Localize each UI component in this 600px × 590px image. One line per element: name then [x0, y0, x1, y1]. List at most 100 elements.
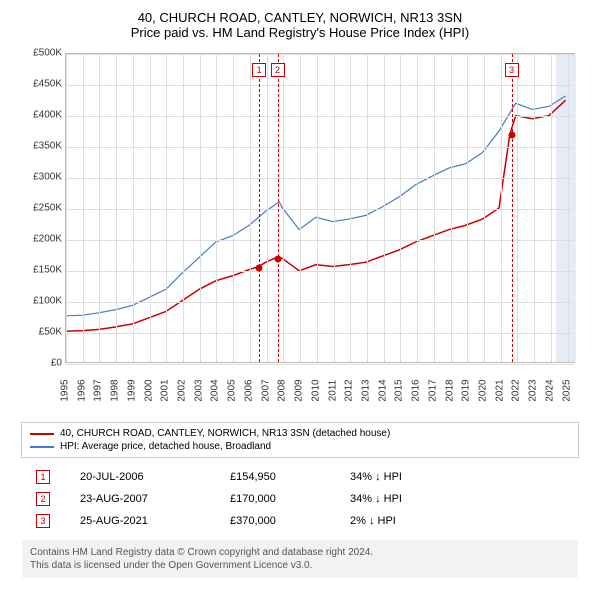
- x-axis-label: 2011: [327, 380, 338, 402]
- legend-item: HPI: Average price, detached house, Broa…: [30, 440, 570, 453]
- x-axis-label: 2008: [277, 379, 288, 401]
- gridline-v: [551, 54, 552, 362]
- gridline-v: [501, 54, 502, 362]
- x-axis-label: 2003: [193, 379, 204, 401]
- gridline-v: [434, 54, 435, 362]
- x-axis-label: 2020: [478, 379, 489, 401]
- x-axis-label: 1997: [93, 379, 104, 401]
- sale-date: 23-AUG-2007: [80, 493, 230, 505]
- gridline-v: [200, 54, 201, 362]
- gridline-v: [250, 54, 251, 362]
- gridline-v: [568, 54, 569, 362]
- attribution-footer: Contains HM Land Registry data © Crown c…: [22, 540, 578, 578]
- x-axis-label: 2021: [494, 379, 505, 401]
- gridline-v: [116, 54, 117, 362]
- sale-hpi-diff: 34% ↓ HPI: [350, 493, 450, 505]
- sale-marker-dot: [508, 131, 515, 138]
- x-axis-label: 2017: [427, 379, 438, 401]
- chart-title: 40, CHURCH ROAD, CANTLEY, NORWICH, NR13 …: [10, 10, 590, 25]
- x-axis-label: 2001: [160, 379, 171, 401]
- gridline-v: [267, 54, 268, 362]
- chart-container: £0£50K£100K£150K£200K£250K£300K£350K£400…: [20, 48, 580, 418]
- x-axis-label: 2002: [177, 379, 188, 401]
- gridline-v: [451, 54, 452, 362]
- gridline-v: [367, 54, 368, 362]
- y-axis-label: £0: [20, 358, 62, 369]
- gridline-v: [317, 54, 318, 362]
- x-axis-label: 2009: [294, 379, 305, 401]
- chart-svg: [66, 54, 574, 362]
- sale-marker-dot: [274, 255, 281, 262]
- gridline-v: [283, 54, 284, 362]
- sale-marker-badge: 1: [252, 63, 266, 77]
- y-axis-label: £150K: [20, 265, 62, 276]
- x-axis-label: 2019: [461, 379, 472, 401]
- gridline-h: [66, 364, 574, 365]
- x-axis-label: 2004: [210, 379, 221, 401]
- gridline-v: [400, 54, 401, 362]
- chart-titles: 40, CHURCH ROAD, CANTLEY, NORWICH, NR13 …: [10, 10, 590, 40]
- x-axis-label: 2016: [411, 379, 422, 401]
- gridline-h: [66, 302, 574, 303]
- gridline-h: [66, 333, 574, 334]
- sale-row-badge: 2: [36, 492, 50, 506]
- sale-hpi-diff: 34% ↓ HPI: [350, 471, 450, 483]
- legend-label: 40, CHURCH ROAD, CANTLEY, NORWICH, NR13 …: [60, 428, 390, 439]
- gridline-h: [66, 85, 574, 86]
- sale-row: 325-AUG-2021£370,0002% ↓ HPI: [30, 510, 570, 532]
- x-axis-label: 2006: [243, 379, 254, 401]
- sale-marker-badge: 3: [505, 63, 519, 77]
- sale-date: 25-AUG-2021: [80, 515, 230, 527]
- y-axis-label: £100K: [20, 296, 62, 307]
- gridline-v: [83, 54, 84, 362]
- sale-row-badge: 3: [36, 514, 50, 528]
- gridline-v: [517, 54, 518, 362]
- gridline-v: [467, 54, 468, 362]
- x-axis-label: 2014: [377, 379, 388, 401]
- gridline-h: [66, 271, 574, 272]
- y-axis-label: £450K: [20, 79, 62, 90]
- sale-price: £170,000: [230, 493, 350, 505]
- sale-marker-line: [512, 54, 513, 362]
- x-axis-label: 2007: [260, 379, 271, 401]
- sale-row-badge: 1: [36, 470, 50, 484]
- y-axis-label: £250K: [20, 203, 62, 214]
- x-axis-label: 2018: [444, 379, 455, 401]
- x-axis-label: 2022: [511, 379, 522, 401]
- footer-line-1: Contains HM Land Registry data © Crown c…: [30, 546, 570, 559]
- x-axis-label: 1999: [126, 379, 137, 401]
- gridline-h: [66, 54, 574, 55]
- sale-price: £370,000: [230, 515, 350, 527]
- x-axis-label: 2023: [528, 379, 539, 401]
- legend-label: HPI: Average price, detached house, Broa…: [60, 441, 271, 452]
- x-axis-label: 2024: [544, 379, 555, 401]
- sale-row: 2 23-AUG-2007£170,00034% ↓ HPI: [30, 488, 570, 510]
- sale-row: 120-JUL-2006£154,95034% ↓ HPI: [30, 466, 570, 488]
- legend-item: 40, CHURCH ROAD, CANTLEY, NORWICH, NR13 …: [30, 427, 570, 440]
- y-axis-label: £500K: [20, 48, 62, 59]
- x-axis-label: 1998: [110, 379, 121, 401]
- x-axis-label: 1995: [60, 379, 71, 401]
- gridline-h: [66, 178, 574, 179]
- x-axis-label: 2010: [310, 379, 321, 401]
- gridline-v: [166, 54, 167, 362]
- y-axis-label: £350K: [20, 141, 62, 152]
- sale-marker-dot: [256, 264, 263, 271]
- gridline-v: [350, 54, 351, 362]
- y-axis-label: £400K: [20, 110, 62, 121]
- gridline-v: [233, 54, 234, 362]
- plot-area: 123: [65, 53, 575, 363]
- y-axis-label: £200K: [20, 234, 62, 245]
- gridline-v: [66, 54, 67, 362]
- gridline-v: [334, 54, 335, 362]
- sale-price: £154,950: [230, 471, 350, 483]
- gridline-v: [417, 54, 418, 362]
- y-axis-label: £300K: [20, 172, 62, 183]
- footer-line-2: This data is licensed under the Open Gov…: [30, 559, 570, 572]
- x-axis-label: 1996: [76, 379, 87, 401]
- gridline-h: [66, 209, 574, 210]
- legend-swatch: [30, 446, 54, 448]
- x-axis-label: 2015: [394, 379, 405, 401]
- gridline-v: [150, 54, 151, 362]
- x-axis-label: 2012: [344, 379, 355, 401]
